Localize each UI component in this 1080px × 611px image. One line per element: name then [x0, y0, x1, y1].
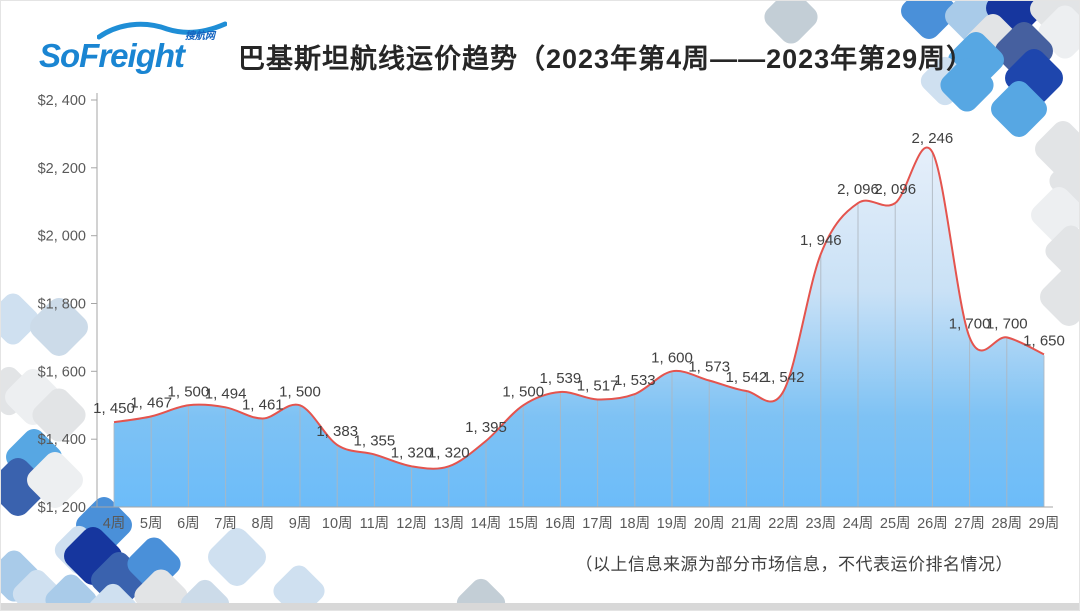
logo-wave-icon: [97, 21, 227, 40]
y-axis-label: $2, 200: [38, 161, 86, 177]
data-label: 1, 395: [465, 419, 507, 436]
y-axis-label: $1, 400: [38, 432, 86, 448]
page-title: 巴基斯坦航线运价趋势（2023年第4周——2023年第29周）: [238, 44, 975, 74]
x-axis-label: 14周: [471, 516, 502, 532]
data-label: 1, 450: [93, 400, 135, 417]
x-axis-label: 18周: [619, 516, 650, 532]
data-label: 1, 467: [130, 394, 172, 411]
x-axis-label: 24周: [843, 516, 874, 532]
x-axis-label: 25周: [880, 516, 911, 532]
x-axis-label: 15周: [508, 516, 539, 532]
x-axis-label: 20周: [694, 516, 725, 532]
data-label: 2, 246: [912, 130, 954, 147]
logo-wordmark: SoFreight: [39, 37, 185, 74]
x-axis-label: 17周: [582, 516, 613, 532]
x-axis-label: 22周: [768, 516, 799, 532]
data-label: 2, 096: [837, 181, 879, 198]
data-label: 1, 383: [316, 423, 358, 440]
data-label: 1, 650: [1023, 332, 1065, 349]
data-label: 1, 539: [540, 370, 582, 387]
x-axis-label: 27周: [954, 516, 985, 532]
data-label: 1, 320: [428, 444, 470, 461]
x-axis-label: 4周: [103, 516, 126, 532]
data-label: 1, 500: [279, 383, 321, 400]
bottom-gray-bar: [1, 603, 1079, 610]
y-axis-label: $1, 800: [38, 297, 86, 313]
x-axis-label: 26周: [917, 516, 948, 532]
footer-disclaimer: （以上信息来源为部分市场信息，不代表运价排名情况）: [575, 555, 1013, 574]
data-label: 1, 573: [688, 359, 730, 376]
data-label: 1, 600: [651, 349, 693, 366]
data-label: 1, 500: [502, 383, 544, 400]
x-axis-label: 19周: [657, 516, 688, 532]
x-axis-label: 29周: [1029, 516, 1060, 532]
area-fill: [114, 147, 1044, 507]
x-axis-label: 8周: [252, 516, 275, 532]
x-axis-label: 12周: [396, 516, 427, 532]
report-header: SoFreight 搜航网 巴基斯坦航线运价趋势（2023年第4周——2023年…: [1, 1, 1079, 91]
data-label: 1, 355: [354, 432, 396, 449]
x-axis-label: 10周: [322, 516, 353, 532]
data-label: 1, 542: [726, 369, 768, 386]
data-label: 1, 500: [168, 383, 210, 400]
x-axis-label: 6周: [177, 516, 200, 532]
y-axis-label: $1, 600: [38, 364, 86, 380]
x-axis-label: 23周: [805, 516, 836, 532]
data-label: 1, 494: [205, 385, 247, 402]
logo-subtitle: 搜航网: [185, 31, 215, 42]
sofreight-logo: SoFreight 搜航网: [37, 17, 237, 81]
x-axis-label: 28周: [991, 516, 1022, 532]
y-axis-label: $2, 000: [38, 229, 86, 245]
x-axis-label: 7周: [214, 516, 237, 532]
x-axis-label: 16周: [545, 516, 576, 532]
data-label: 1, 946: [800, 232, 842, 249]
x-axis-label: 9周: [289, 516, 312, 532]
x-axis-label: 11周: [360, 516, 390, 532]
y-axis-label: $2, 400: [38, 93, 86, 109]
trend-line: [113, 146, 1045, 470]
x-axis-label: 13周: [433, 516, 464, 532]
x-axis-label: 5周: [140, 516, 163, 532]
data-label: 1, 320: [391, 444, 433, 461]
x-axis-label: 21周: [731, 516, 762, 532]
data-label: 1, 700: [986, 315, 1028, 332]
data-label: 1, 461: [242, 397, 284, 414]
y-axis-label: $1, 200: [38, 500, 86, 516]
data-label: 2, 096: [874, 181, 916, 198]
data-label: 1, 517: [577, 378, 619, 395]
data-label: 1, 542: [763, 369, 805, 386]
data-label: 1, 533: [614, 372, 656, 389]
data-label: 1, 700: [949, 315, 991, 332]
